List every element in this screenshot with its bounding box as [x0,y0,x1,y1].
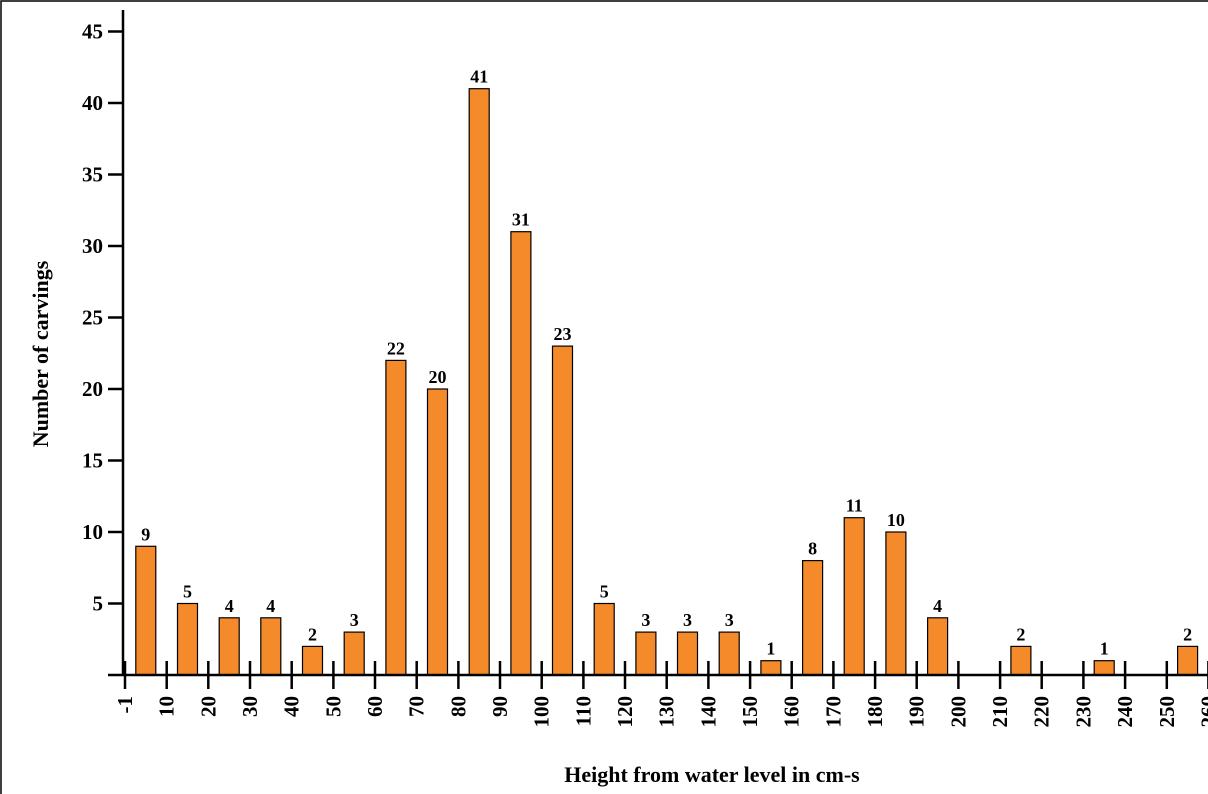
data-label: 3 [683,610,692,630]
data-label: 3 [350,610,359,630]
bar [1093,660,1115,676]
x-tick-label: 180 [863,696,887,728]
x-tick-label: 30 [238,696,262,717]
data-label: 10 [887,510,905,530]
y-tick-label: 25 [82,306,103,330]
x-tick-label: 150 [738,696,762,728]
x-tick-label: 40 [280,696,304,717]
x-tick-label: 60 [363,696,387,717]
bar [510,231,532,676]
bar [635,631,657,676]
bar [885,531,907,676]
data-label: 3 [725,610,734,630]
y-tick-label: 45 [82,20,103,44]
data-label: 23 [554,324,572,344]
x-tick-label: 130 [655,696,679,728]
bar [551,345,574,676]
data-label: 4 [266,596,275,616]
bar [843,517,865,676]
x-tick-label: 230 [1071,696,1095,728]
data-label: 2 [1183,624,1192,644]
data-label: 5 [600,582,609,602]
data-label: 20 [429,367,447,387]
data-label: 11 [846,496,863,516]
data-label: 4 [933,596,942,616]
bar [1176,645,1199,676]
data-label: 4 [225,596,234,616]
bar [343,631,365,676]
x-tick-label: 90 [488,696,512,717]
y-tick-label: 10 [82,520,103,544]
bar [718,631,740,676]
y-tick-label: 35 [82,163,103,187]
y-tick-label: 15 [82,449,103,473]
bar [760,660,782,676]
bar [1010,645,1032,676]
x-tick-label: 160 [780,696,804,728]
bar [176,602,199,676]
bars-layer [135,88,1199,676]
x-tick-label: 10 [155,696,179,717]
x-tick-label: 70 [405,696,429,717]
x-tick-label: 50 [321,696,345,717]
data-label: 8 [808,539,817,559]
bar [926,617,949,676]
y-tick-label: 20 [82,377,103,401]
bar [218,617,240,676]
bar [301,645,324,676]
x-tick-label: 220 [1030,696,1054,728]
x-tick-label: 110 [571,696,595,726]
bar [676,631,699,676]
x-tick-label: 240 [1113,696,1137,728]
x-tick-label: 260 [1196,696,1208,728]
y-tick-label: 40 [82,91,103,115]
y-axis-title: Number of carvings [28,260,53,447]
x-tick-label: 200 [946,696,970,728]
data-label: 1 [766,639,775,659]
x-ticks-layer: -1 10 20 30 40 50 60 70 80 90 100 110 120 130 140 150 16… [113,661,1208,728]
data-label: 2 [308,624,317,644]
bar [385,359,407,676]
data-label: 2 [1016,624,1025,644]
data-label: 3 [641,610,650,630]
x-tick-label: 190 [905,696,929,728]
bar [135,545,157,676]
data-label: 31 [512,210,530,230]
x-tick-label: 140 [696,696,720,728]
x-tick-label: 120 [613,696,637,728]
x-tick-label: 250 [1155,696,1179,728]
data-label: 41 [470,67,488,87]
bar [468,88,490,676]
y-ticks-layer: 5 10 15 20 25 30 35 40 45 [82,20,123,616]
data-label: 5 [183,582,192,602]
x-tick-label: 170 [821,696,845,728]
x-axis-title: Height from water level in cm-s [564,762,860,787]
y-tick-label: 5 [93,592,104,616]
x-tick-label: 20 [196,696,220,717]
bar [593,602,615,676]
bar [260,617,282,676]
y-tick-label: 30 [82,234,103,258]
x-tick-label: 80 [446,696,470,717]
data-label: 1 [1100,639,1109,659]
bar [801,559,824,676]
data-label: 9 [141,524,150,544]
x-tick-label: 210 [988,696,1012,728]
x-tick-label: 100 [530,696,554,728]
bar [426,388,449,676]
data-label: 22 [387,338,405,358]
x-tick-label: -1 [113,696,137,714]
